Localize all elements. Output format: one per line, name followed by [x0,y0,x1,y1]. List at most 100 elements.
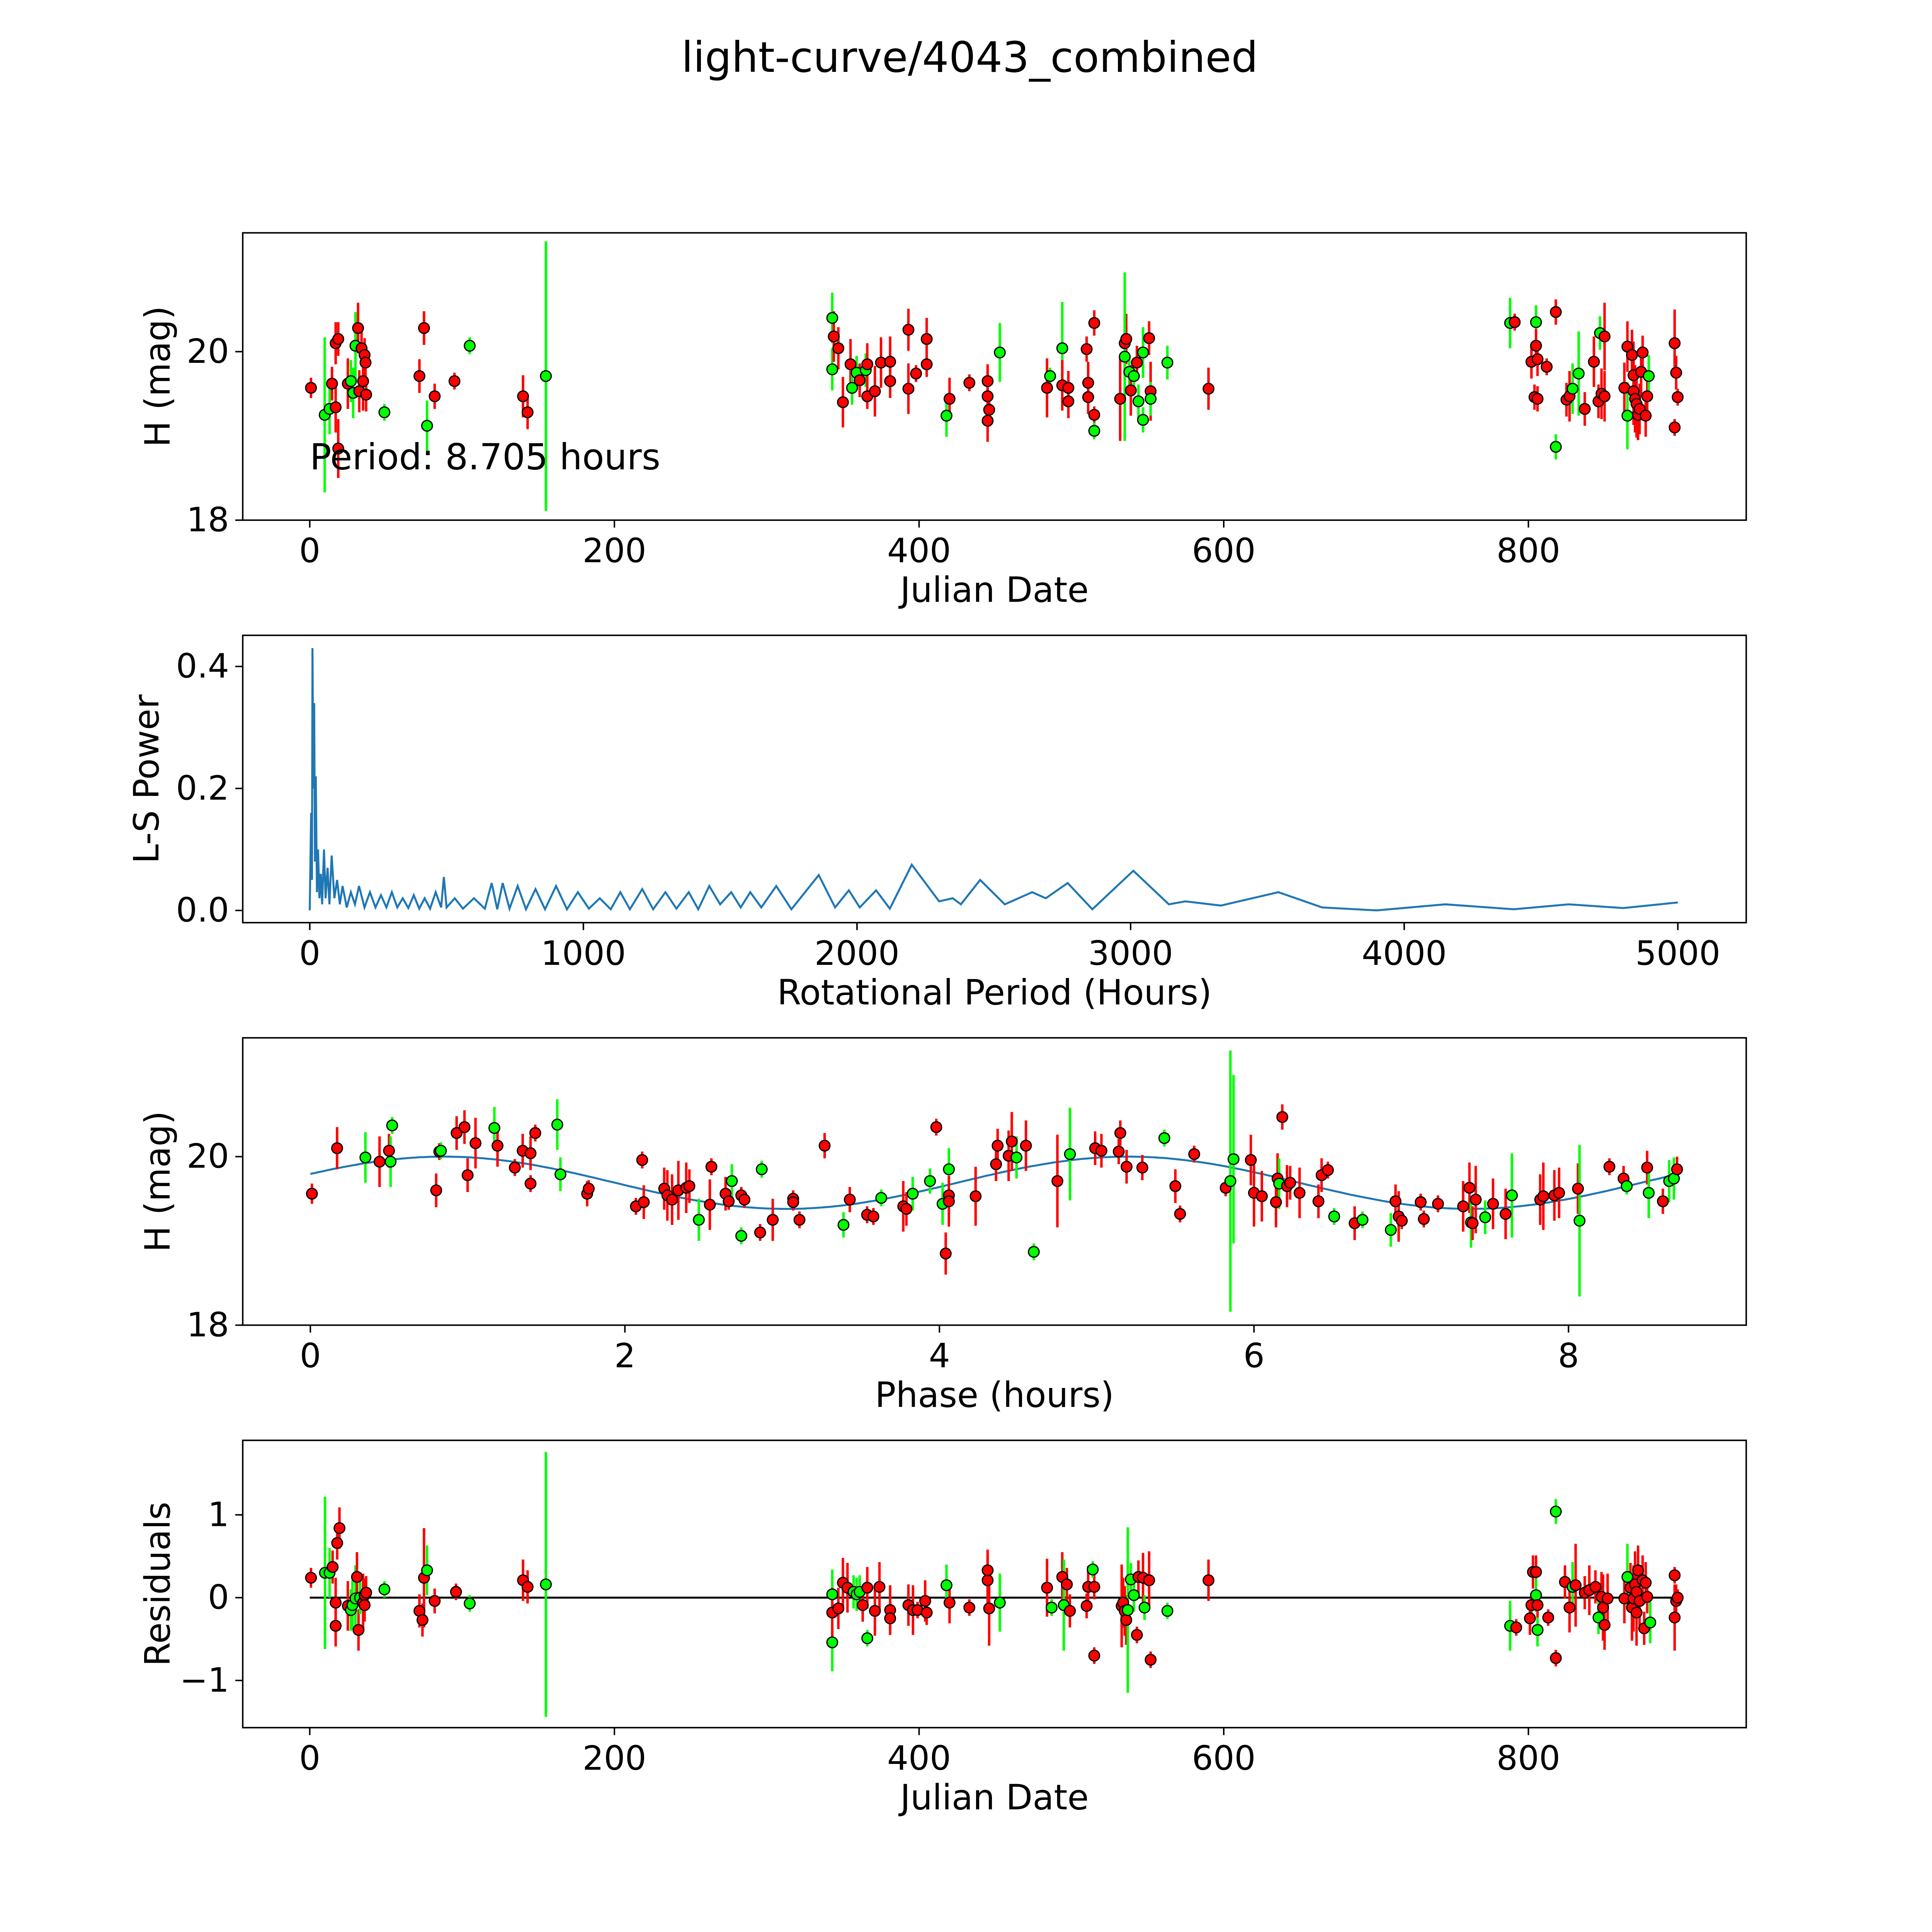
data-point [1641,1162,1653,1174]
data-point [930,1121,942,1133]
data-point [332,442,344,455]
data-point [943,1163,955,1175]
data-point [963,1602,976,1614]
data-point [826,312,838,324]
data-point [1389,1195,1401,1208]
data-point [554,1168,566,1180]
data-point [1500,1208,1512,1220]
data-point [981,415,994,427]
data-point [1550,306,1562,318]
data-point [306,1187,318,1200]
panel-lightcurve: 0 200 400 600 800 18 20 Julian Date H (mag) Perio… [138,232,1747,611]
data-point [1510,1621,1522,1634]
data-point [326,378,338,390]
data-point [1672,391,1684,403]
x-tick-label: 200 [583,1739,646,1778]
data-point [1509,316,1521,328]
data-point [1293,1187,1306,1199]
data-point [383,1145,395,1157]
data-point [693,1214,705,1226]
data-point [360,1587,372,1599]
data-point [1143,1574,1155,1587]
data-point [683,1180,696,1192]
data-point [1270,1196,1282,1208]
data-point [1082,391,1094,403]
data-point [1671,1163,1683,1175]
y-tick-label: 18 [187,1306,229,1344]
data-point [1328,1210,1340,1223]
data-point [861,1582,873,1594]
data-point [1010,1151,1023,1163]
data-point [666,1194,678,1206]
x-tick-label: 4000 [1362,934,1447,973]
data-point [1632,1564,1644,1577]
data-point [517,390,529,402]
x-tick-label: 400 [887,1739,951,1778]
data-point [1457,1200,1469,1213]
data-point [1061,1578,1073,1590]
data-point [1121,1161,1133,1173]
data-point [1644,1616,1656,1629]
data-point [1631,1606,1643,1619]
data-point [333,1522,345,1534]
data-point [793,1214,806,1226]
x-tick-label: 1000 [541,934,626,973]
data-point [902,383,915,395]
y-axis-label: H (mag) [138,306,178,447]
data-point [704,1199,716,1211]
data-point [832,1602,845,1614]
data-point [330,1597,342,1609]
data-point [1128,1589,1140,1601]
data-point [1469,1194,1482,1206]
data-point [1479,1211,1491,1223]
y-tick-label: 20 [187,1137,229,1176]
data-point [509,1162,521,1174]
figure-title: light-curve/4043_combined [682,33,1258,82]
data-point [430,1184,442,1196]
data-point [1530,340,1542,352]
data-point [330,401,342,413]
data-point [1573,367,1585,380]
data-point [1284,1177,1296,1189]
data-point [464,340,476,352]
data-point [522,1581,534,1593]
axes-frame [242,634,1747,923]
plot-area [309,648,1678,912]
data-point [738,1194,750,1206]
y-axis-label: Residuals [138,1502,178,1666]
x-axis-label: Julian Date [898,1778,1089,1818]
data-point [331,1142,343,1154]
data-point [837,1219,850,1231]
data-point [1095,1145,1107,1157]
data-point [981,1564,994,1577]
y-tick-label: 0.0 [176,891,229,930]
data-point [464,1597,476,1610]
x-tick-label: 4 [929,1337,950,1375]
data-point [1668,421,1681,434]
axes-frame [242,232,1747,521]
x-tick-label: 6 [1243,1337,1265,1375]
data-point [1550,441,1562,453]
data-point [1044,370,1056,382]
data-point [1174,1208,1186,1220]
data-point [981,375,994,387]
data-point [551,1119,563,1131]
data-point [1114,393,1126,405]
data-point [1531,393,1544,405]
x-tick-label: 800 [1497,532,1560,570]
data-point [983,1602,995,1614]
data-point [1064,1605,1076,1617]
data-point [331,1537,344,1549]
data-point [1051,1175,1063,1187]
data-point [1621,1571,1634,1583]
data-point [1131,356,1143,369]
data-point [540,1578,552,1590]
data-point [1537,1190,1549,1202]
data-point [884,1612,896,1624]
data-point [1082,377,1094,389]
data-point [1621,410,1634,422]
data-point [1112,1145,1125,1158]
data-point [837,396,849,408]
x-tick-label: 8 [1558,1337,1579,1375]
